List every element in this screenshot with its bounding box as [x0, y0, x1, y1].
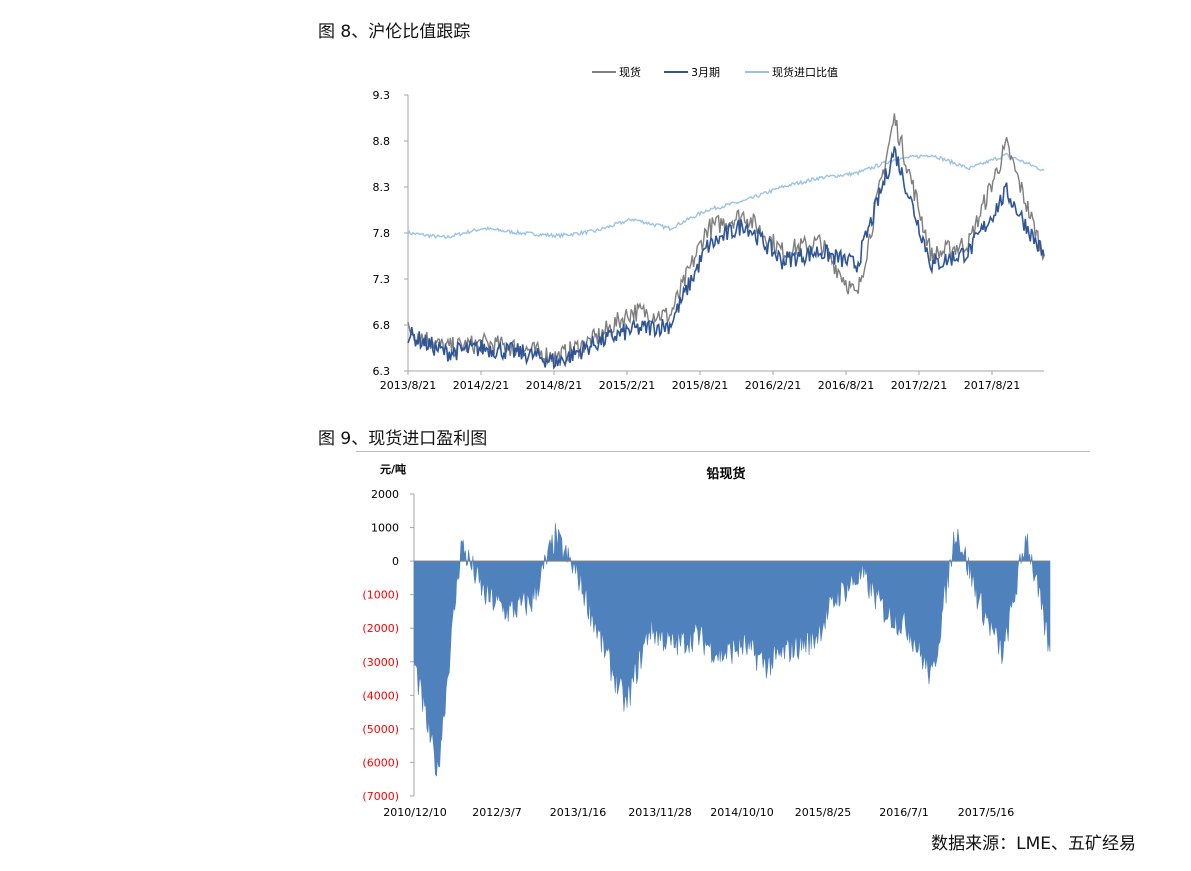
y-tick-label: 0: [392, 555, 399, 568]
y-tick-label: (4000): [362, 689, 399, 702]
figure-9-divider: [356, 451, 1090, 452]
legend-label: 现货: [619, 65, 641, 79]
series-line-1: [407, 146, 1045, 370]
y-tick-label: (7000): [362, 790, 399, 803]
legend-label: 3月期: [691, 66, 720, 79]
x-tick-label: 2010/12/10: [383, 806, 446, 819]
y-tick-label: (3000): [362, 656, 399, 669]
legend-label: 现货进口比值: [772, 65, 838, 79]
y-tick-label: 9.3: [373, 89, 391, 102]
series-line-2: [407, 152, 1045, 240]
y-unit-label: 元/吨: [380, 462, 406, 476]
y-tick-label: (5000): [362, 723, 399, 736]
x-tick-label: 2017/8/21: [964, 379, 1020, 392]
y-tick-label: 6.3: [373, 365, 391, 378]
x-tick-label: 2014/10/10: [710, 806, 773, 819]
y-tick-label: 8.8: [373, 135, 391, 148]
x-tick-label: 2016/2/21: [745, 379, 801, 392]
y-tick-label: (6000): [362, 756, 399, 769]
y-tick-label: 7.8: [373, 227, 391, 240]
x-tick-label: 2014/2/21: [453, 379, 509, 392]
x-tick-label: 2015/8/21: [672, 379, 728, 392]
series-line-0: [407, 113, 1045, 366]
profit-area: [413, 523, 1051, 777]
y-tick-label: 2000: [371, 488, 399, 501]
y-tick-label: 6.8: [373, 319, 391, 332]
x-tick-label: 2016/7/1: [879, 806, 928, 819]
x-tick-label: 2017/5/16: [958, 806, 1014, 819]
data-source-note: 数据来源：LME、五矿经易: [931, 834, 1136, 854]
x-tick-label: 2016/8/21: [818, 379, 874, 392]
y-tick-label: 8.3: [373, 181, 391, 194]
spot-import-profit-chart: 铅现货 元/吨 2000 1000 0 (1000) (2000) (3000) (4000) (…: [362, 462, 1051, 819]
x-tick-label: 2015/8/25: [795, 806, 851, 819]
x-tick-label: 2013/11/28: [628, 806, 691, 819]
x-tick-label: 2012/3/7: [472, 806, 521, 819]
y-tick-label: (2000): [362, 622, 399, 635]
x-tick-label: 2014/8/21: [526, 379, 582, 392]
y-tick-label: 1000: [371, 522, 399, 535]
x-tick-label: 2017/2/21: [891, 379, 947, 392]
y-tick-label: (1000): [362, 589, 399, 602]
figure-9-title: 图 9、现货进口盈利图: [318, 429, 488, 449]
x-tick-label: 2015/2/21: [599, 379, 655, 392]
y-tick-label: 7.3: [373, 273, 391, 286]
chart-title: 铅现货: [706, 466, 745, 482]
figure-8-title: 图 8、沪伦比值跟踪: [318, 22, 471, 42]
x-tick-label: 2013/1/16: [550, 806, 606, 819]
x-tick-label: 2013/8/21: [380, 379, 436, 392]
